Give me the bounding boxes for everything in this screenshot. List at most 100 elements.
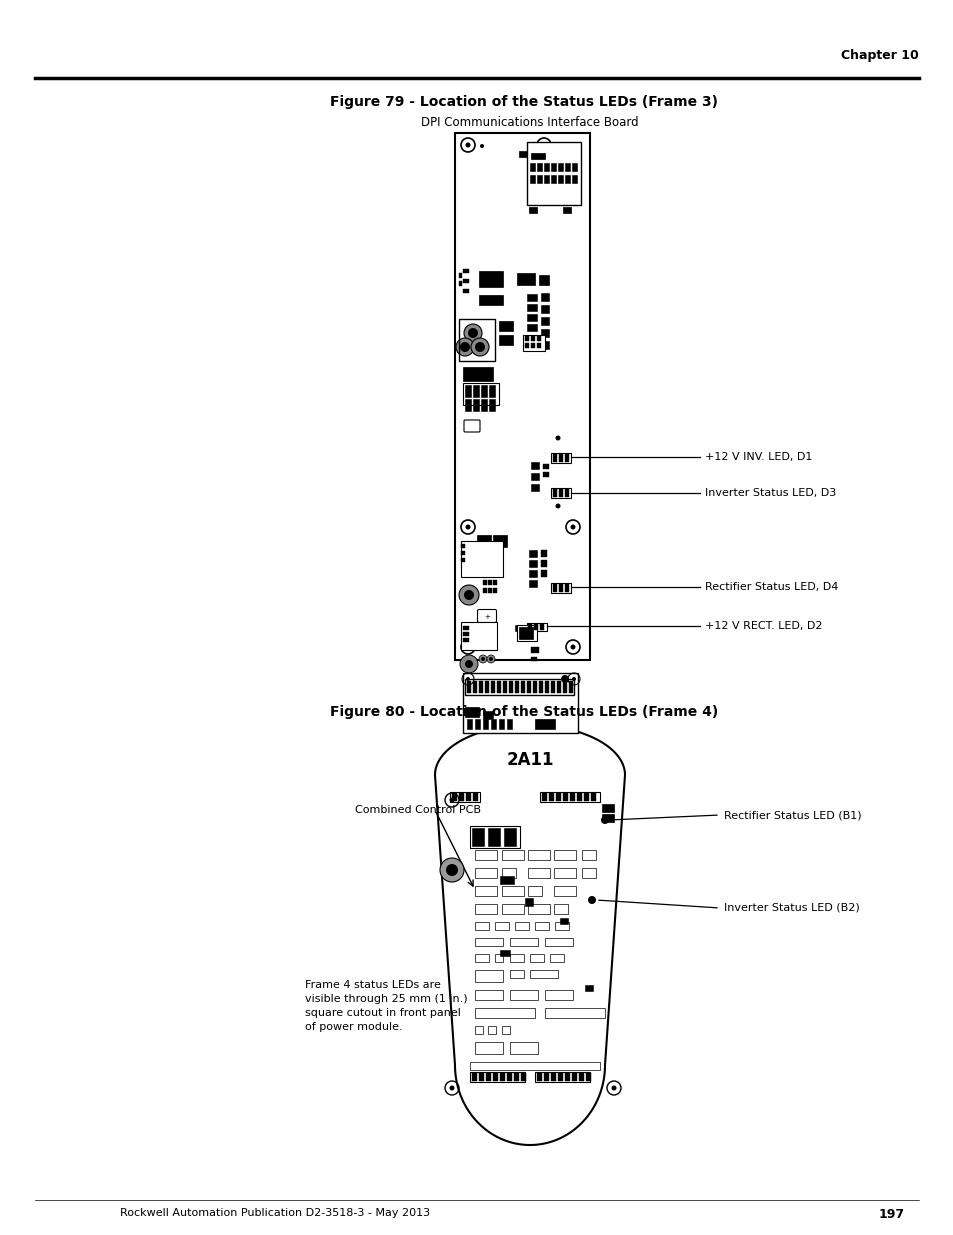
Bar (564, 489, 568, 496)
Bar (581, 868, 596, 878)
Circle shape (475, 342, 484, 352)
Bar (577, 793, 581, 802)
Bar (475, 969, 502, 982)
Bar (572, 175, 577, 183)
Bar (543, 1073, 548, 1081)
Bar (583, 793, 588, 802)
Bar (551, 680, 555, 693)
Bar (498, 321, 513, 331)
Circle shape (479, 144, 483, 148)
Bar (551, 488, 571, 498)
Bar (458, 273, 461, 278)
Bar (564, 584, 568, 592)
Bar (488, 827, 499, 846)
Circle shape (465, 525, 470, 530)
Bar (527, 885, 541, 897)
Circle shape (570, 645, 575, 650)
Bar (540, 571, 546, 577)
Bar (475, 923, 489, 930)
Text: +12 V INV. LED, D1: +12 V INV. LED, D1 (704, 452, 812, 462)
Bar (522, 335, 544, 351)
Bar (475, 868, 497, 878)
Bar (488, 1026, 496, 1034)
Bar (470, 1062, 599, 1070)
Bar (531, 343, 535, 348)
Bar (475, 1008, 535, 1018)
Bar (482, 588, 486, 593)
Bar (475, 904, 497, 914)
Bar (518, 151, 526, 157)
Bar (553, 454, 557, 462)
Bar (540, 341, 548, 350)
Bar (517, 625, 537, 641)
Bar (529, 207, 537, 212)
Bar (475, 1042, 502, 1053)
Bar (554, 904, 567, 914)
Bar (569, 793, 575, 802)
Bar (491, 719, 496, 729)
Bar (475, 719, 479, 729)
Bar (462, 632, 469, 636)
Bar (506, 719, 512, 729)
Bar (493, 535, 506, 547)
Bar (540, 329, 548, 337)
Bar (531, 153, 544, 159)
Bar (475, 939, 502, 946)
Bar (530, 969, 558, 978)
Bar (524, 336, 529, 341)
Bar (559, 918, 567, 924)
Bar (475, 953, 489, 962)
Bar (550, 953, 563, 962)
Bar (531, 336, 535, 341)
Bar (534, 624, 537, 630)
Bar (526, 622, 546, 631)
Circle shape (555, 504, 560, 509)
Bar (501, 1026, 510, 1034)
Text: Figure 80 - Location of the Status LEDs (Frame 4): Figure 80 - Location of the Status LEDs … (330, 705, 718, 719)
Text: Figure 79 - Location of the Status LEDs (Frame 3): Figure 79 - Location of the Status LEDs … (330, 95, 718, 109)
FancyBboxPatch shape (477, 610, 496, 622)
Text: Frame 4 status LEDs are
visible through 25 mm (1 in.)
square cutout in front pan: Frame 4 status LEDs are visible through … (305, 981, 467, 1032)
Bar (529, 559, 537, 567)
Bar (501, 904, 523, 914)
Bar (475, 1026, 482, 1034)
Circle shape (459, 342, 470, 352)
Bar (551, 583, 571, 593)
Bar (489, 399, 495, 411)
Bar (462, 673, 578, 734)
Circle shape (587, 897, 596, 904)
Bar (542, 472, 548, 477)
Bar (470, 1072, 524, 1082)
Bar (518, 627, 533, 638)
Bar (537, 175, 541, 183)
Bar (562, 680, 566, 693)
Bar (491, 680, 495, 693)
Bar (475, 885, 497, 897)
Bar (531, 473, 538, 480)
Bar (498, 719, 503, 729)
Bar (526, 294, 537, 301)
FancyBboxPatch shape (463, 420, 479, 432)
Bar (541, 793, 546, 802)
Bar (572, 1073, 577, 1081)
Bar (554, 885, 576, 897)
Bar (473, 793, 477, 802)
Circle shape (458, 585, 478, 605)
Bar (540, 559, 546, 567)
Bar (482, 580, 486, 585)
Bar (544, 939, 573, 946)
Bar (531, 657, 537, 661)
Bar (530, 163, 535, 170)
Text: 2A11: 2A11 (506, 751, 553, 769)
Bar (527, 624, 532, 630)
Bar (488, 588, 492, 593)
Bar (540, 317, 548, 325)
PathPatch shape (435, 725, 624, 1145)
Bar (562, 793, 567, 802)
Bar (551, 175, 556, 183)
Bar (515, 680, 518, 693)
Bar (465, 793, 471, 802)
Bar (493, 580, 497, 585)
Bar (450, 792, 479, 802)
Bar (530, 175, 535, 183)
